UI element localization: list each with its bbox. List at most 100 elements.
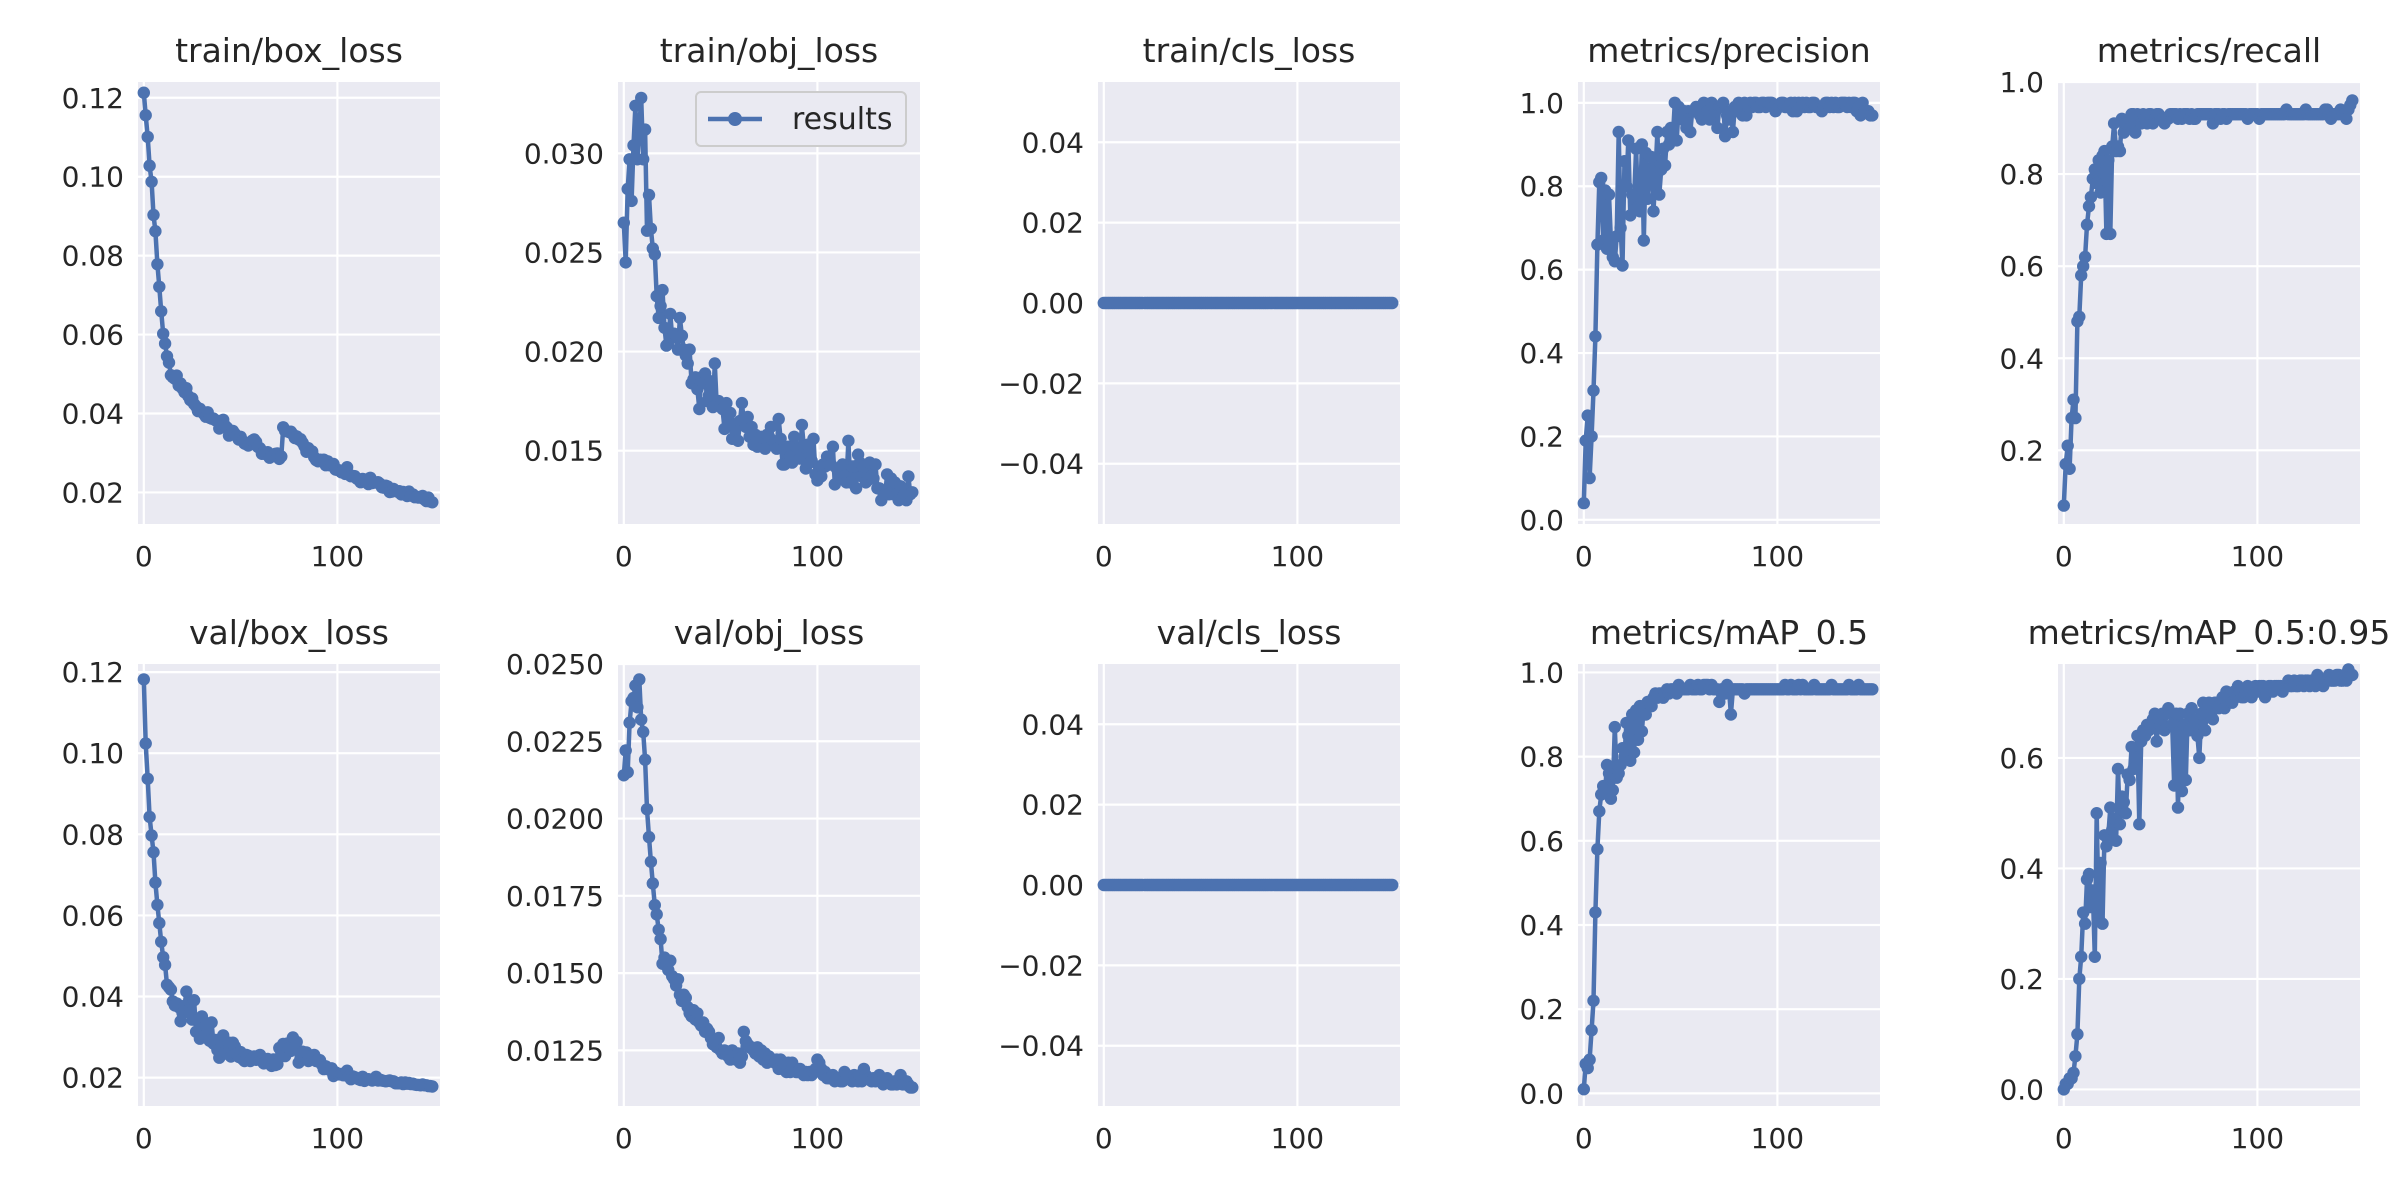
panel-title: metrics/precision — [1587, 31, 1870, 70]
y-tick-label: 0.6 — [1999, 250, 2044, 283]
data-point — [290, 1035, 303, 1049]
data-point — [1658, 159, 1672, 172]
data-point — [2100, 840, 2113, 853]
data-point — [2171, 801, 2185, 814]
data-point — [642, 188, 656, 202]
data-point — [2067, 393, 2080, 406]
y-tick-label: 0.6 — [1999, 742, 2044, 775]
data-point — [426, 496, 439, 509]
data-point — [149, 876, 162, 889]
y-tick-label: 0.08 — [62, 818, 124, 851]
data-point — [1627, 746, 1641, 759]
data-point — [737, 1025, 750, 1039]
x-tick-label: 0 — [135, 540, 153, 573]
plot-area — [618, 664, 920, 1106]
x-tick-label: 0 — [1095, 1122, 1113, 1155]
y-tick-label: 0.06 — [62, 319, 124, 352]
x-tick-label: 100 — [311, 540, 364, 573]
y-tick-label: −0.02 — [998, 949, 1084, 982]
data-point — [712, 1031, 725, 1045]
x-tick-label: 0 — [2055, 1122, 2073, 1155]
data-point — [1583, 471, 1596, 485]
y-tick-label: 0.6 — [1519, 825, 1564, 858]
data-point — [275, 450, 288, 463]
data-point — [151, 258, 164, 271]
data-point — [1633, 205, 1647, 218]
data-point — [637, 725, 650, 739]
panel-val-cls-loss: val/cls_loss 0 100 −0.04 −0.02 0.00 0.02 0.04 — [998, 613, 1400, 1155]
data-point — [1595, 171, 1608, 185]
legend-box — [695, 91, 907, 147]
panel-title: train/cls_loss — [1143, 31, 1356, 70]
data-point — [869, 458, 882, 471]
data-point — [1585, 1023, 1598, 1037]
panel-val-obj-loss: val/obj_loss 0 100 0.0125 0.0150 0.0175 0.020… — [506, 613, 920, 1155]
data-point — [2198, 724, 2212, 737]
data-point — [635, 91, 648, 105]
x-tick-label: 100 — [2231, 1122, 2284, 1155]
data-point — [1726, 125, 1740, 139]
data-point — [1618, 155, 1631, 168]
data-point — [826, 440, 840, 453]
panel-val-box-loss: val/box_loss 0 100 0.02 0.04 0.06 0.08 0.10 0.1… — [62, 613, 440, 1155]
data-point — [2179, 773, 2192, 787]
data-point — [621, 182, 634, 196]
y-tick-label: 0.04 — [62, 398, 124, 431]
data-point — [664, 307, 677, 321]
y-tick-label: 0.0250 — [506, 648, 604, 681]
data-point — [2102, 154, 2115, 167]
data-point — [764, 420, 778, 434]
data-point — [683, 343, 696, 356]
data-point — [141, 130, 154, 144]
data-point — [153, 280, 166, 293]
y-tick-label: 0.025 — [524, 236, 604, 269]
data-point — [2113, 818, 2127, 831]
y-tick-label: 0.2 — [1519, 420, 1564, 453]
data-point — [143, 810, 156, 824]
data-point — [635, 713, 648, 726]
x-tick-label: 100 — [311, 1122, 364, 1155]
data-point — [1386, 878, 1399, 892]
data-point — [1587, 384, 1600, 397]
data-point — [1645, 150, 1658, 164]
data-point — [1581, 409, 1594, 422]
plot-area — [1578, 664, 1880, 1106]
data-point — [2206, 713, 2220, 726]
data-point — [617, 216, 630, 229]
data-point — [1577, 497, 1591, 510]
data-point — [1624, 209, 1637, 222]
data-point — [2113, 144, 2127, 158]
data-point — [145, 175, 158, 188]
y-tick-label: 0.0 — [1519, 504, 1564, 537]
y-tick-label: 0.2 — [1999, 963, 2044, 996]
x-tick-label: 0 — [2055, 540, 2073, 573]
data-point — [720, 396, 733, 410]
y-tick-label: 0.8 — [1999, 158, 2044, 191]
data-point — [151, 898, 164, 912]
data-point — [2123, 773, 2136, 787]
x-tick-label: 0 — [1575, 540, 1593, 573]
data-point — [2078, 250, 2092, 264]
panel-title: metrics/mAP_0.5 — [1590, 613, 1868, 652]
x-tick-label: 0 — [615, 1122, 633, 1155]
data-point — [724, 406, 737, 420]
data-point — [2127, 762, 2140, 776]
data-point — [2090, 807, 2103, 820]
panel-metrics-map-0-5-0-95: metrics/mAP_0.5:0.95 0 100 0.0 0.2 0.4 0.6 — [1999, 613, 2390, 1155]
y-tick-label: 0.04 — [1022, 708, 1084, 741]
data-point — [1622, 729, 1635, 742]
data-point — [627, 691, 640, 705]
data-point — [2084, 900, 2098, 914]
legend-label: results — [792, 102, 893, 137]
data-point — [2175, 784, 2189, 798]
data-point — [652, 923, 665, 936]
data-point — [1589, 906, 1602, 919]
y-tick-label: 0.0175 — [506, 880, 604, 913]
panel-train-box-loss: train/box_loss 0 100 0.02 0.04 0.06 0.08 0.10 0… — [62, 31, 440, 573]
data-point — [1587, 994, 1600, 1007]
panel-title: val/obj_loss — [674, 613, 865, 652]
y-tick-label: 0.02 — [1022, 789, 1084, 822]
data-point — [2346, 94, 2359, 107]
data-point — [2129, 751, 2142, 765]
data-point — [2073, 310, 2086, 323]
